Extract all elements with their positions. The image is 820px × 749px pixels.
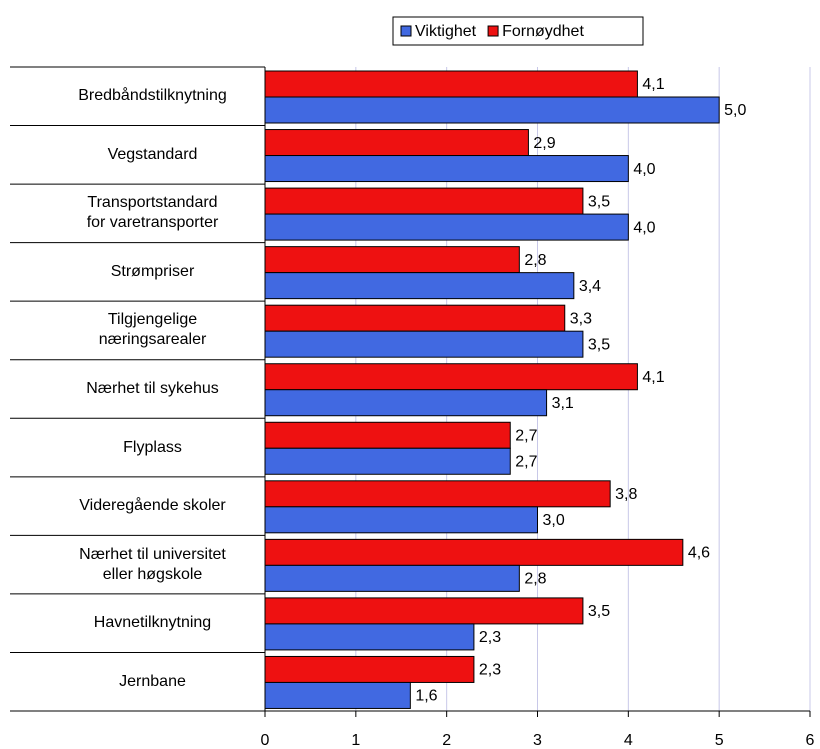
x-tick-label: 1	[351, 732, 360, 749]
bar	[264, 389, 548, 417]
bar	[264, 272, 575, 300]
value-label: 2,7	[515, 427, 537, 444]
bar	[264, 597, 584, 625]
value-label: 3,5	[588, 193, 610, 210]
legend-label: Fornøydhet	[502, 23, 584, 40]
category-label: Tilgjengelige næringsarealer	[98, 311, 207, 349]
value-label: 4,0	[633, 219, 655, 236]
value-label: 3,1	[552, 395, 574, 412]
category-label: Nærhet til sykehus	[86, 380, 219, 397]
bar	[264, 187, 584, 215]
bar	[264, 155, 629, 183]
category-label: Havnetilknytning	[93, 614, 212, 632]
bar	[264, 213, 629, 241]
bar	[264, 129, 529, 157]
value-label: 4,1	[642, 369, 664, 386]
value-label: 3,3	[570, 310, 592, 327]
bar	[264, 330, 584, 358]
value-label: 4,0	[633, 161, 655, 178]
value-label: 2,3	[479, 662, 501, 679]
value-label: 3,0	[543, 512, 565, 529]
value-label: 2,8	[524, 571, 546, 588]
category-label: Vegstandard	[107, 145, 198, 163]
bar	[264, 564, 520, 592]
bar	[264, 538, 684, 566]
value-label: 3,8	[615, 486, 637, 503]
x-tick-label: 5	[715, 732, 724, 749]
bar	[264, 447, 511, 475]
category-label: Transportstandard for varetransporter	[86, 194, 219, 232]
bar	[264, 681, 411, 709]
legend-swatch	[487, 25, 499, 37]
x-tick-label: 0	[261, 732, 270, 749]
x-tick-label: 3	[533, 732, 542, 749]
bar	[264, 70, 638, 98]
value-label: 4,1	[642, 76, 664, 93]
bar	[264, 363, 638, 391]
x-tick-label: 6	[806, 732, 815, 749]
legend-box	[392, 16, 644, 46]
bar	[264, 480, 611, 508]
bar	[264, 506, 538, 534]
category-label: Jernbane	[119, 672, 186, 690]
x-tick-label: 2	[442, 732, 451, 749]
value-label: 4,6	[688, 545, 710, 562]
value-label: 2,9	[533, 135, 555, 152]
value-label: 3,4	[579, 278, 601, 295]
category-label: Nærhet til universitet eller høgskole	[79, 545, 226, 583]
legend-swatch	[400, 25, 412, 37]
value-label: 2,8	[524, 252, 546, 269]
value-label: 5,0	[724, 102, 746, 119]
value-label: 3,5	[588, 603, 610, 620]
legend-label: Viktighet	[415, 23, 477, 40]
category-label: Strømpriser	[110, 262, 195, 280]
value-label: 2,7	[515, 453, 537, 470]
value-label: 2,3	[479, 629, 501, 646]
bar	[264, 304, 566, 332]
category-label: Flyplass	[123, 438, 182, 456]
bar	[264, 246, 520, 274]
value-label: 1,6	[415, 688, 437, 705]
x-tick-label: 4	[624, 732, 633, 749]
bar	[264, 623, 475, 651]
value-label: 3,5	[588, 336, 610, 353]
bar	[264, 96, 720, 124]
category-label: Bredbåndstilknytning	[78, 87, 227, 105]
category-label: Videregående skoler	[79, 497, 226, 515]
bar	[264, 421, 511, 449]
bar	[264, 655, 475, 683]
